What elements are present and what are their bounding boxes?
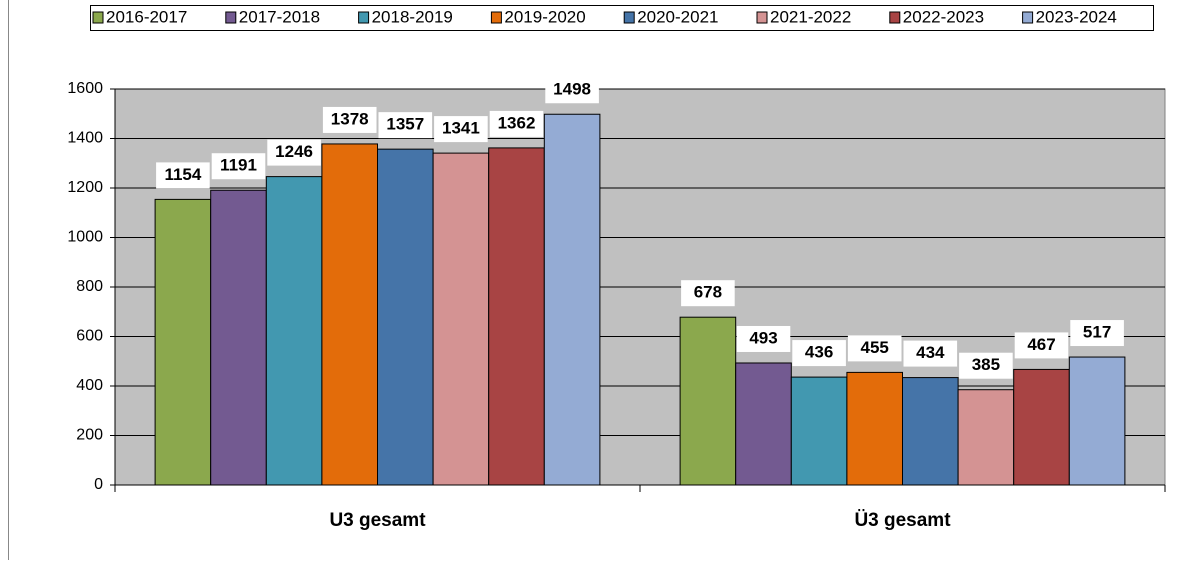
data-label-box xyxy=(545,77,599,104)
data-label-box xyxy=(267,139,321,166)
data-label: 1154 xyxy=(164,165,201,184)
y-tick-label: 1400 xyxy=(67,130,103,147)
data-label: 1246 xyxy=(275,142,313,161)
bar xyxy=(543,113,601,486)
data-label-box xyxy=(378,112,433,139)
legend-label: 2019-2020 xyxy=(504,7,585,26)
bar xyxy=(902,377,959,486)
data-label-box xyxy=(211,153,266,180)
y-tick-label: 600 xyxy=(76,328,103,345)
legend-label: 2023-2024 xyxy=(1036,7,1117,26)
legend-box xyxy=(90,5,1154,31)
bar xyxy=(154,198,212,486)
bar xyxy=(1068,356,1126,486)
bar xyxy=(321,143,378,486)
bar xyxy=(265,176,323,486)
y-tick-label: 1200 xyxy=(67,179,103,196)
data-label: 434 xyxy=(916,343,945,362)
bar xyxy=(679,316,737,486)
y-tick-label: 400 xyxy=(76,377,103,394)
bar xyxy=(432,152,490,486)
data-label-box xyxy=(959,352,1013,379)
bar xyxy=(488,147,545,486)
data-label-box xyxy=(681,280,735,307)
data-label-box xyxy=(903,340,958,367)
data-label: 1191 xyxy=(220,156,257,175)
bar xyxy=(846,371,904,486)
legend-label: 2016-2017 xyxy=(106,7,187,26)
data-label-box xyxy=(847,335,902,362)
data-label-box xyxy=(1070,320,1124,347)
data-label-box xyxy=(792,340,846,367)
data-label-box xyxy=(736,325,791,352)
bar xyxy=(957,389,1015,486)
legend-swatch xyxy=(1022,11,1034,24)
data-label-box xyxy=(156,162,210,189)
y-tick-label: 1000 xyxy=(67,229,103,246)
legend-swatch xyxy=(623,11,635,24)
legend-label: 2021-2022 xyxy=(770,7,851,26)
bar xyxy=(735,362,792,486)
y-tick-label: 200 xyxy=(76,427,103,444)
y-tick-label: 800 xyxy=(76,278,103,295)
bar xyxy=(1013,368,1070,486)
data-label: 1498 xyxy=(553,80,591,99)
legend-label: 2017-2018 xyxy=(239,7,320,26)
data-label: 678 xyxy=(694,283,722,302)
y-tick-label: 0 xyxy=(94,476,103,493)
bar xyxy=(210,189,267,486)
x-tick-label: Ü3 gesamt xyxy=(854,510,951,531)
legend-label: 2020-2021 xyxy=(637,7,718,26)
legend-swatch xyxy=(490,11,502,24)
x-tick-label: U3 gesamt xyxy=(329,510,426,531)
data-label: 455 xyxy=(861,338,889,357)
legend-label: 2018-2019 xyxy=(372,7,453,26)
legend-swatch xyxy=(358,11,370,24)
data-label: 385 xyxy=(972,355,1000,374)
legend-swatch xyxy=(225,11,237,24)
data-label: 1378 xyxy=(331,109,369,128)
data-label: 1362 xyxy=(498,113,536,132)
data-label-box xyxy=(434,116,488,143)
data-label-box xyxy=(489,110,544,137)
data-label: 493 xyxy=(749,328,777,347)
y-tick-label: 1600 xyxy=(67,80,103,97)
data-label-box xyxy=(322,106,377,133)
legend-swatch xyxy=(92,11,104,24)
legend-label: 2022-2023 xyxy=(903,7,984,26)
data-label: 467 xyxy=(1027,335,1055,354)
legend-swatch xyxy=(889,11,901,24)
legend-swatch xyxy=(756,11,768,24)
bar xyxy=(377,148,434,486)
data-label: 436 xyxy=(805,343,833,362)
data-label-box xyxy=(1014,332,1069,359)
data-label: 1357 xyxy=(386,115,424,134)
data-label: 517 xyxy=(1083,323,1111,342)
bar xyxy=(790,376,848,486)
data-label: 1341 xyxy=(442,119,480,138)
